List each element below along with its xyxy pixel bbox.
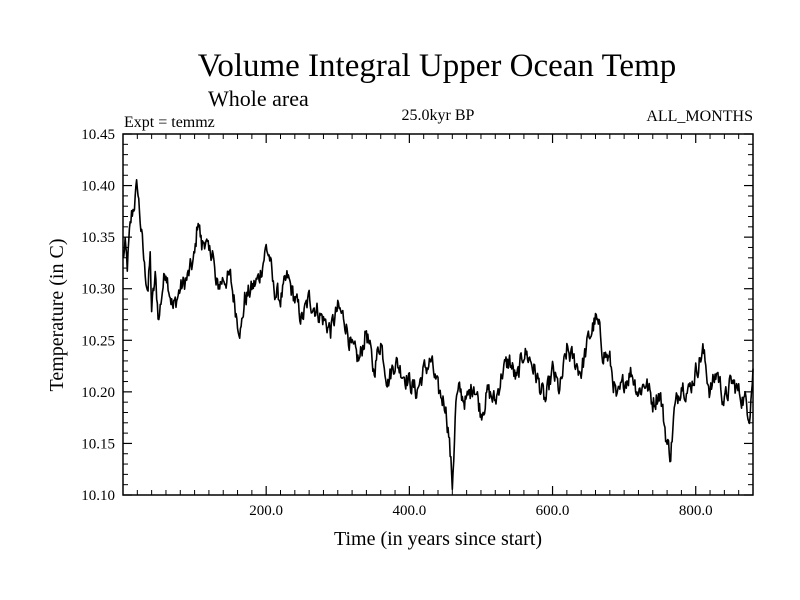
y-tick-label: 10.10 [81,488,115,504]
chart-subtitle: Whole area [208,86,309,111]
y-tick-label: 10.45 [81,127,115,143]
experiment-label: Expt = temmz [124,114,215,131]
x-tick-label: 800.0 [679,503,713,519]
y-tick-label: 10.15 [81,436,115,452]
y-tick-label: 10.40 [81,179,115,195]
x-axis-label: Time (in years since start) [334,528,542,550]
y-axis: 10.10 10.15 10.20 10.25 10.30 10.35 10.40 10.45 [81,127,753,504]
x-tick-label: 600.0 [536,503,570,519]
x-axis: 200.0 400.0 600.0 800.0 [136,134,740,519]
x-tick-label: 400.0 [392,503,426,519]
chart-title: Volume Integral Upper Ocean Temp [198,48,676,84]
y-tick-label: 10.35 [81,230,115,246]
y-axis-label: Temperature (in C) [46,239,68,392]
period-label: 25.0kyr BP [402,107,475,124]
x-tick-label: 200.0 [249,503,283,519]
y-tick-label: 10.25 [81,333,115,349]
plot-frame [122,133,754,496]
y-tick-label: 10.30 [81,282,115,298]
series-line-temmz [122,179,754,491]
y-tick-label: 10.20 [81,385,115,401]
months-label: ALL_MONTHS [646,108,753,125]
